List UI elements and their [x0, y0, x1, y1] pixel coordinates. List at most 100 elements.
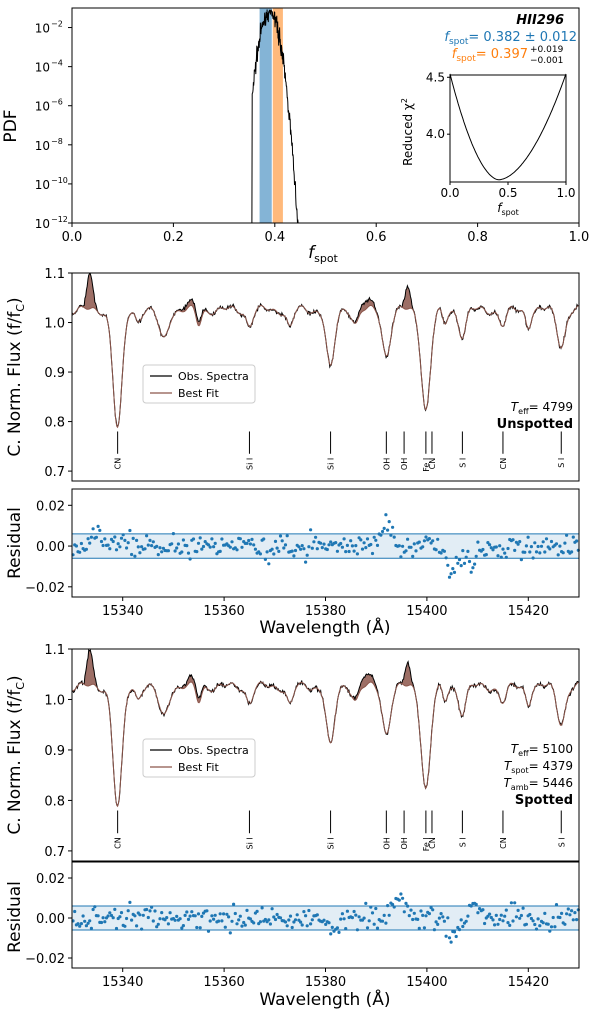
residual-point	[447, 575, 452, 579]
residual-point	[340, 545, 344, 549]
residual-point	[365, 926, 370, 930]
best-fit-line	[72, 304, 579, 429]
residual-point	[551, 915, 555, 920]
residual-point	[79, 922, 83, 926]
residual-point	[126, 909, 130, 913]
y-tick-label: 0.02	[36, 499, 65, 514]
residual-point	[467, 559, 472, 564]
residual-point	[212, 545, 216, 549]
residual-point	[258, 552, 262, 556]
residual-point	[228, 931, 232, 935]
residual-point	[476, 911, 480, 915]
residual-point	[78, 550, 82, 554]
y-tick-label: 1.0	[44, 317, 65, 332]
legend-fit-label: Best Fit	[178, 387, 219, 400]
residual-point	[227, 915, 231, 919]
residual-point	[531, 919, 535, 923]
residual-point	[206, 929, 211, 933]
fspot-result-2: fspot= 0.397	[452, 47, 528, 64]
residual-point	[290, 549, 294, 553]
residual-point	[88, 919, 92, 923]
residual-point	[307, 545, 311, 549]
x-tick-label: 0.0	[62, 230, 83, 245]
residual-point	[392, 535, 396, 539]
residual-point	[240, 545, 244, 549]
residual-point	[200, 547, 204, 551]
residual-point	[389, 533, 393, 537]
residual-point	[213, 541, 217, 546]
residual-point	[74, 544, 78, 548]
fspot-err-minus: −0.001	[530, 56, 563, 66]
residual-point	[320, 546, 324, 550]
residual-point	[494, 545, 498, 549]
residual1-plot-area	[71, 513, 580, 579]
residual-point	[180, 926, 184, 930]
residual-point	[473, 562, 477, 566]
residual-point	[496, 554, 500, 558]
spectrum2-legend: Obs. Spectra Best Fit	[142, 738, 256, 778]
residual-point	[568, 913, 572, 917]
residual-point	[265, 550, 269, 554]
residual-point	[563, 541, 567, 545]
residual-point	[198, 536, 202, 540]
residual-point	[297, 545, 301, 549]
residual-point	[575, 918, 579, 922]
line-marker-label: CN	[428, 837, 437, 849]
residual-point	[206, 543, 211, 547]
residual-point	[84, 547, 88, 551]
residual-point	[300, 923, 304, 927]
residual-point	[471, 566, 475, 570]
residual-point	[288, 914, 293, 918]
residual-point	[103, 920, 107, 924]
residual-point	[217, 919, 221, 923]
residual-point	[307, 908, 311, 913]
residual-point	[335, 549, 339, 553]
residual-point	[481, 908, 485, 912]
spectrum1-legend: Obs. Spectra Best Fit	[142, 364, 256, 404]
confidence-band	[259, 8, 272, 223]
residual-point	[436, 922, 440, 927]
residual-point	[267, 918, 271, 922]
residual-point	[509, 901, 513, 905]
chi2-inset: 0.0 0.5 1.0 4.0 4.5 Reduced χ2 fspot	[400, 70, 576, 217]
residual-point	[459, 564, 463, 568]
residual-point	[419, 909, 423, 913]
residual-point	[325, 547, 329, 552]
residual-point	[168, 911, 172, 915]
residual-point	[319, 541, 323, 545]
residual-point	[461, 924, 465, 929]
y-tick-label: 0.7	[44, 465, 65, 480]
residual-point	[245, 908, 249, 913]
residual-point	[355, 552, 359, 556]
residual-point	[354, 544, 358, 548]
residual-point	[128, 528, 132, 533]
y-tick-exponent: −2	[51, 20, 63, 29]
line-marker-label: OH	[382, 458, 391, 470]
residual-point	[431, 908, 435, 912]
residual-point	[94, 535, 98, 539]
residual-point	[143, 547, 147, 551]
residual-point	[335, 926, 339, 930]
residual-point	[111, 916, 115, 920]
residual-point	[245, 541, 249, 546]
residual-point	[108, 911, 112, 915]
residual-point	[374, 906, 378, 911]
x-tick-label: 15420	[508, 975, 549, 990]
residual-point	[230, 919, 234, 923]
residual-point	[374, 538, 378, 542]
residual-point	[233, 911, 237, 916]
residual-point	[247, 538, 251, 543]
residual-point	[334, 541, 338, 545]
residual-point	[222, 912, 226, 916]
residual-point	[314, 535, 318, 539]
residual-point	[91, 527, 95, 531]
fspot-result-1: fspot= 0.382 ± 0.012	[444, 30, 577, 47]
residual-point	[454, 934, 458, 939]
residual-point	[272, 552, 276, 556]
residual-point	[292, 554, 296, 558]
x-tick-label: 15360	[203, 975, 244, 990]
residual-point	[125, 546, 129, 550]
y-tick-exponent: −12	[51, 215, 68, 224]
residual-point	[384, 921, 388, 925]
tamb-value: Tamb= 5446	[503, 776, 573, 792]
